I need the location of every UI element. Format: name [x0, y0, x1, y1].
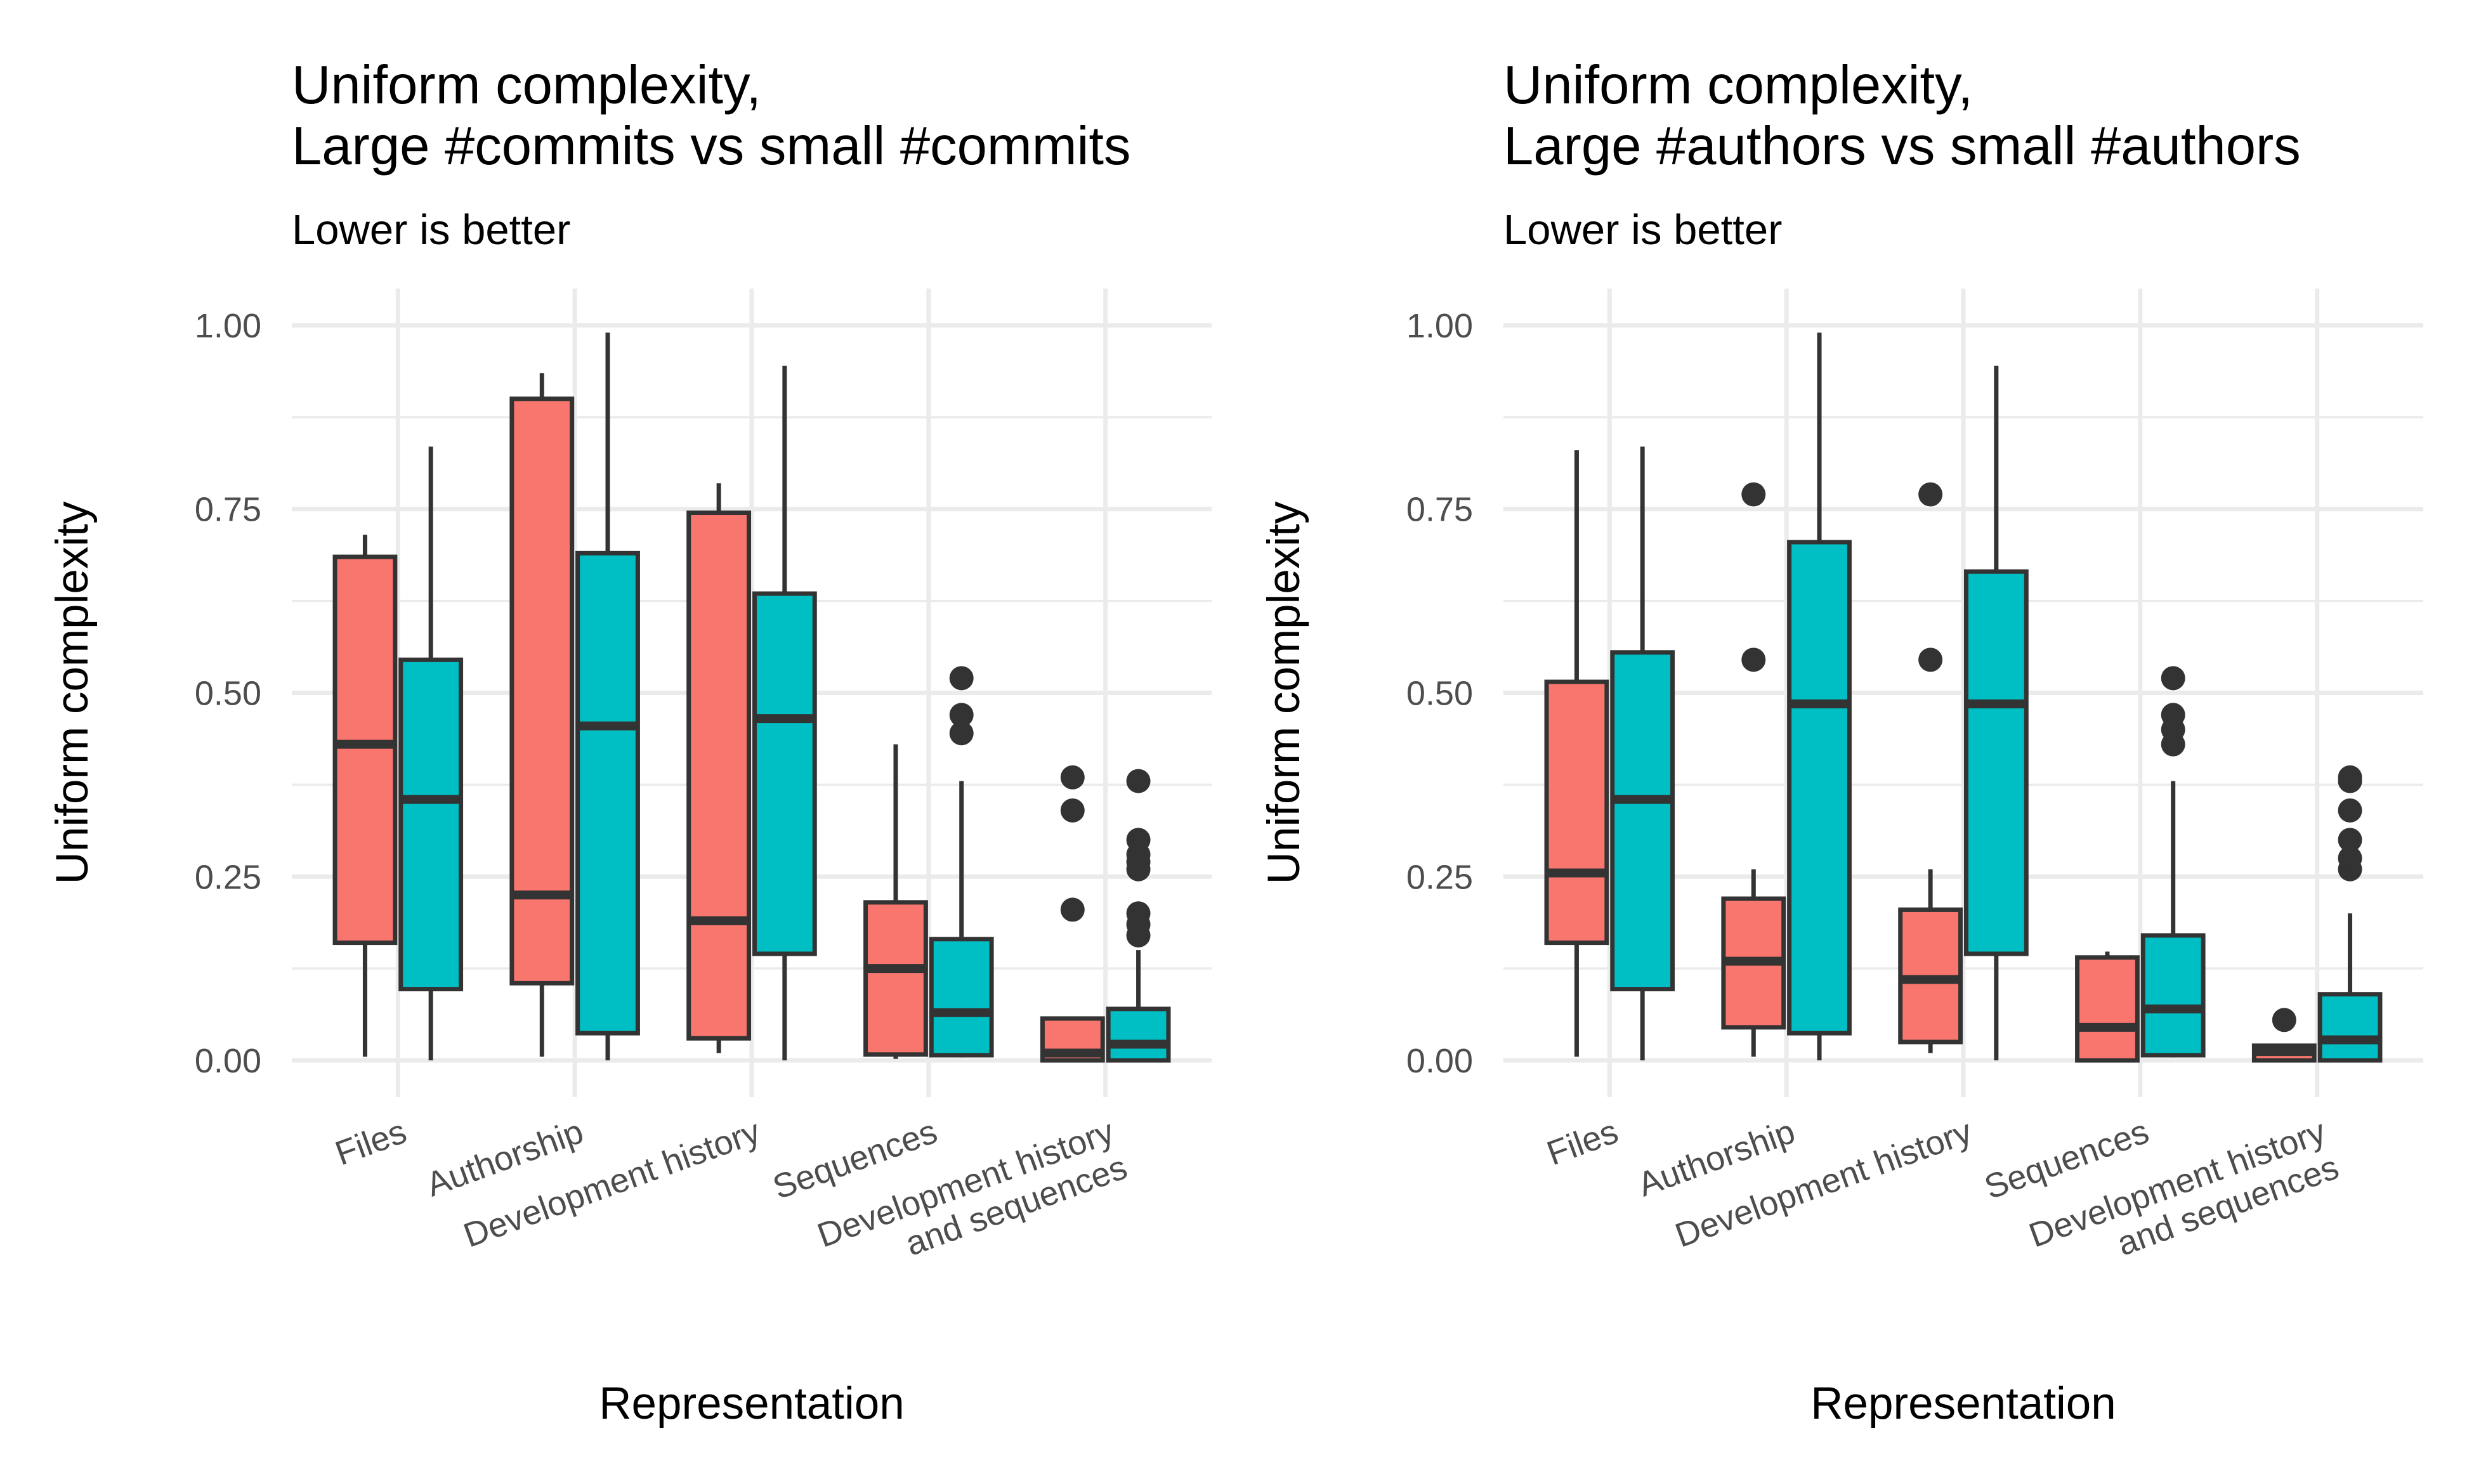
- y-tick-label: 0.75: [1406, 491, 1473, 529]
- outlier-point: [2272, 1008, 2296, 1032]
- outlier-point: [949, 703, 974, 727]
- box-body: [686, 511, 752, 1041]
- outlier-point: [1060, 798, 1085, 823]
- box-body: [1610, 650, 1675, 992]
- box-small-1: [575, 332, 640, 1061]
- y-tick-label: 0.25: [195, 858, 261, 896]
- box-small-1: [1787, 332, 1852, 1061]
- box-body: [752, 591, 817, 956]
- outlier-point: [2161, 703, 2185, 727]
- outlier-point: [2338, 828, 2362, 852]
- outlier-point: [1126, 769, 1151, 793]
- outlier-point: [949, 666, 974, 691]
- box-body: [863, 900, 928, 1057]
- box-small-2: [752, 365, 817, 1061]
- x-tick-label-line: Development history: [1670, 1112, 1977, 1255]
- x-tick-label-line: Development history: [459, 1112, 765, 1255]
- box-large-2: [686, 483, 752, 1053]
- chart-subtitle: Lower is better: [292, 206, 570, 254]
- x-tick-label: Development history: [459, 1112, 765, 1255]
- y-tick-label: 0.00: [195, 1042, 261, 1080]
- box-large-1: [1721, 482, 1786, 1057]
- box-large-1: [509, 373, 575, 1057]
- outlier-point: [949, 721, 974, 746]
- x-axis-title: Representation: [1810, 1379, 2116, 1429]
- box-body: [332, 554, 398, 946]
- x-axis-title: Representation: [599, 1379, 905, 1429]
- box-body: [1963, 569, 2029, 956]
- box-body: [929, 937, 994, 1058]
- panel-commits: Uniform complexity,Large #commits vs sma…: [48, 55, 1212, 1429]
- outlier-point: [1126, 901, 1151, 926]
- box-small-4: [2317, 765, 2383, 1063]
- y-axis-title: Uniform complexity: [1259, 501, 1309, 884]
- box-body: [1787, 540, 1852, 1036]
- box-small-4: [1106, 769, 1171, 1063]
- box-body: [1106, 1006, 1171, 1063]
- box-body: [509, 396, 575, 986]
- y-tick-label: 1.00: [1406, 307, 1473, 345]
- y-tick-label: 0.75: [195, 491, 261, 529]
- x-tick-label: Development history: [1670, 1112, 1977, 1255]
- box-small-2: [1963, 365, 2029, 1061]
- box-body: [575, 550, 640, 1036]
- outlier-point: [1060, 765, 1085, 790]
- y-tick-label: 1.00: [195, 307, 261, 345]
- box-large-4: [2251, 1008, 2317, 1063]
- box-large-3: [863, 744, 928, 1059]
- box-body: [2317, 992, 2383, 1063]
- chart-title-line: Uniform complexity,: [292, 55, 761, 115]
- y-tick-label: 0.50: [1406, 675, 1473, 713]
- box-body: [2075, 955, 2140, 1063]
- x-tick-label: Files: [1542, 1112, 1623, 1173]
- y-tick-label: 0.25: [1406, 858, 1473, 896]
- box-small-0: [398, 446, 464, 1061]
- outlier-point: [2338, 846, 2362, 871]
- outlier-point: [2338, 765, 2362, 790]
- y-tick-label: 0.50: [195, 675, 261, 713]
- y-tick-label: 0.00: [1406, 1042, 1473, 1080]
- outlier-point: [1918, 648, 1943, 672]
- outlier-point: [2338, 798, 2362, 823]
- box-large-3: [2075, 951, 2140, 1063]
- x-tick-label-line: Files: [331, 1112, 412, 1173]
- outlier-point: [1126, 828, 1151, 852]
- x-tick-label-line: Files: [1542, 1112, 1623, 1173]
- chart-subtitle: Lower is better: [1503, 206, 1782, 254]
- box-large-2: [1898, 482, 1963, 1053]
- chart-title-line: Uniform complexity,: [1503, 55, 1973, 115]
- box-small-3: [2140, 666, 2206, 1058]
- y-axis-title: Uniform complexity: [48, 501, 98, 884]
- chart-title-line: Large #authors vs small #authors: [1503, 116, 2301, 176]
- box-large-4: [1040, 765, 1105, 1063]
- outlier-point: [1918, 482, 1943, 507]
- outlier-point: [1741, 648, 1766, 672]
- outlier-point: [2161, 666, 2185, 691]
- outlier-point: [1741, 482, 1766, 507]
- x-tick-label: Files: [331, 1112, 412, 1173]
- panel-authors: Uniform complexity,Large #authors vs sma…: [1259, 55, 2423, 1429]
- box-body: [2140, 933, 2206, 1058]
- outlier-point: [1060, 897, 1085, 922]
- box-body: [398, 657, 464, 992]
- box-small-3: [929, 666, 994, 1058]
- chart-title-line: Large #commits vs small #commits: [292, 116, 1131, 176]
- box-large-0: [1544, 450, 1609, 1057]
- box-small-0: [1610, 446, 1675, 1061]
- box-large-0: [332, 535, 398, 1057]
- box-body: [1544, 679, 1609, 946]
